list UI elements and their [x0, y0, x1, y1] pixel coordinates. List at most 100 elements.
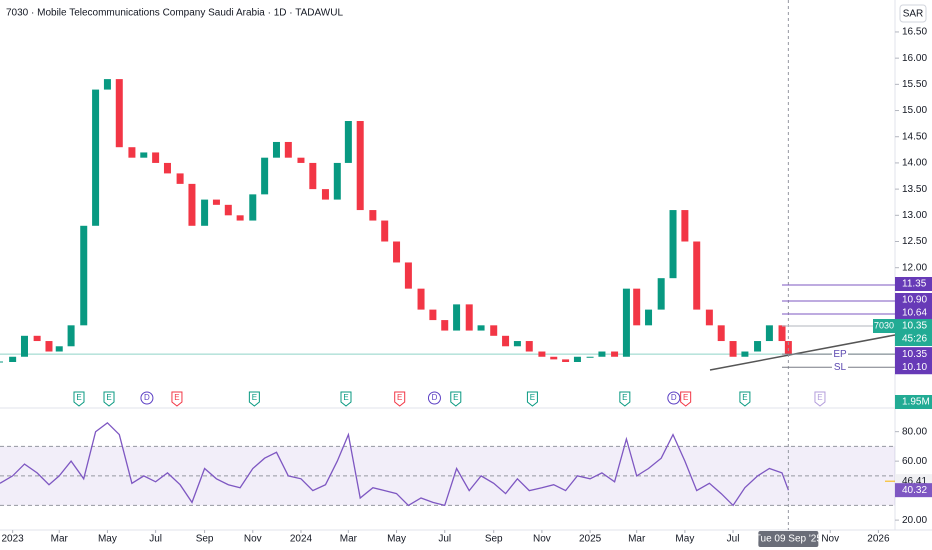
candle [261, 157, 269, 195]
candle [611, 351, 619, 357]
candle [754, 341, 762, 352]
entry-name: EP [833, 349, 847, 360]
y-tick-label: 16.50 [902, 27, 927, 38]
event-icon [73, 391, 85, 407]
candle [784, 341, 792, 355]
x-tick-label: Sep [485, 534, 503, 545]
entry-name-bg [832, 348, 848, 361]
candle [657, 278, 665, 310]
candle [681, 210, 689, 242]
candle [550, 356, 558, 360]
candle [741, 351, 749, 357]
candle [321, 189, 329, 200]
level-label-box [895, 293, 932, 307]
candle [67, 325, 75, 347]
x-tick-label: May [675, 534, 694, 545]
candle [645, 309, 653, 326]
candle [115, 79, 123, 148]
rsi-ma-label: 46.41 [902, 476, 927, 487]
event-icon [248, 391, 260, 407]
candle [477, 325, 485, 331]
y-tick-label: 14.50 [902, 131, 927, 142]
event-icon [619, 391, 631, 407]
event-label: E [453, 393, 458, 402]
event-label: E [76, 393, 81, 402]
candle [404, 262, 412, 289]
event-icon [814, 391, 826, 407]
x-tick-label: Jul [149, 534, 162, 545]
x-tick-label: Mar [340, 534, 358, 545]
event-label: E [106, 393, 111, 402]
candle [92, 89, 100, 226]
candle [249, 194, 257, 221]
y-tick-label: 15.50 [902, 79, 927, 90]
y-tick-label: 13.00 [902, 210, 927, 221]
event-label: D [144, 393, 150, 402]
stop-name-bg [832, 361, 848, 374]
candle [381, 220, 389, 242]
stop-name: SL [834, 362, 847, 373]
x-tick-label: Jul [438, 534, 451, 545]
candle [693, 241, 701, 310]
candle [369, 210, 377, 221]
last-price-label-box [895, 319, 932, 333]
candle [729, 341, 737, 357]
countdown-label-box [895, 332, 932, 346]
rsi-y-tick-label: 60.00 [902, 456, 927, 467]
candle [525, 341, 533, 352]
candle [586, 356, 594, 358]
event-icon [739, 391, 751, 407]
y-tick-label: 16.00 [902, 53, 927, 64]
event-icon [526, 391, 538, 407]
candle [103, 79, 111, 90]
event-icon [450, 391, 462, 407]
x-tick-label: 2024 [290, 534, 313, 545]
event-icon [427, 391, 441, 405]
x-tick-label: Sep [196, 534, 214, 545]
candle [717, 325, 725, 342]
crosshair-label: Tue 09 Sep '25 [755, 534, 823, 545]
candle [417, 288, 425, 310]
candle [284, 141, 292, 158]
y-tick-label: 12.50 [902, 236, 927, 247]
currency: SAR [903, 9, 924, 20]
candle [453, 304, 461, 331]
candle [633, 288, 641, 326]
rsi-last-label: 40.32 [902, 485, 927, 496]
candle [20, 335, 28, 357]
candle [333, 162, 341, 200]
event-label: E [174, 393, 179, 402]
candle [212, 199, 220, 205]
countdown-label: 45:26 [902, 334, 927, 345]
candle [490, 325, 498, 336]
candle [45, 341, 53, 352]
rsi-y-tick-label: 80.00 [902, 426, 927, 437]
candle [9, 356, 17, 362]
y-tick-label: 13.50 [902, 184, 927, 195]
candle [502, 335, 510, 347]
x-tick-label: Nov [533, 534, 551, 545]
volume-label: 1.95M [902, 397, 930, 408]
level-label-box [895, 277, 932, 291]
x-tick-label: May [387, 534, 406, 545]
event-icon [171, 391, 183, 407]
candle [55, 346, 63, 352]
level-label: 11.35 [902, 279, 927, 290]
x-tick-label: Mar [51, 534, 69, 545]
x-tick-label: 2026 [867, 534, 890, 545]
x-tick-label: May [98, 534, 117, 545]
candle [309, 162, 317, 190]
candle [765, 325, 773, 342]
event-icon [103, 391, 115, 407]
candle [128, 147, 136, 158]
candle [562, 359, 570, 362]
event-icon [680, 391, 692, 407]
candle [573, 356, 581, 362]
event-icon [394, 391, 406, 407]
candle [513, 341, 521, 347]
symbol-box [873, 319, 895, 333]
x-tick-label: 2023 [2, 534, 25, 545]
candle [33, 335, 41, 342]
rsi-last-label-box [895, 483, 932, 498]
